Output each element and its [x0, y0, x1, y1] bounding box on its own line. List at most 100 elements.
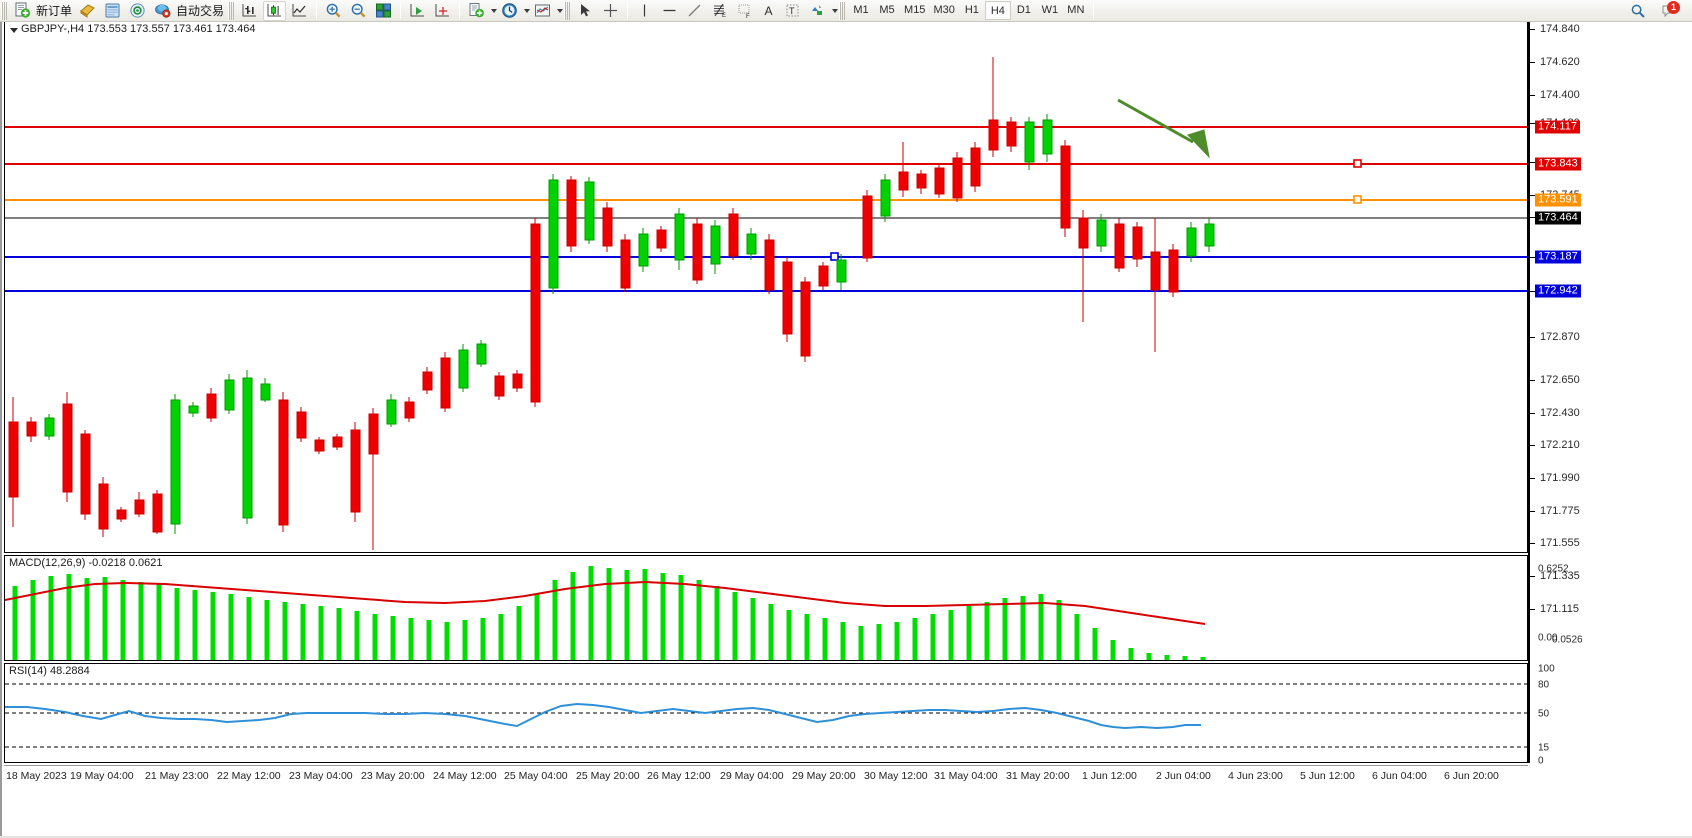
macd-axis-zero: 0.00 [1538, 632, 1558, 644]
zoom-out-icon[interactable] [347, 1, 370, 21]
macd-label: MACD(12,26,9) -0.0218 0.0621 [9, 557, 163, 569]
down-trend-arrow [1117, 98, 1210, 159]
price-tick-14: 171.775 [1540, 505, 1580, 517]
crosshair-icon[interactable] [599, 1, 622, 21]
timeframe-mn[interactable]: MN [1067, 4, 1085, 16]
timeframe-m30[interactable]: M30 [933, 4, 955, 16]
timeframe-h4[interactable]: H4 [984, 1, 1011, 20]
timeframe-h1[interactable]: H1 [964, 4, 979, 16]
trendline-icon[interactable] [683, 1, 706, 21]
period-dropdown-caret-icon[interactable] [524, 8, 531, 13]
candlestick-chart-icon[interactable] [263, 0, 287, 21]
price-tick-11: 172.430 [1540, 407, 1580, 419]
grid-icon[interactable] [431, 1, 454, 21]
timeframe-w1[interactable]: W1 [1041, 4, 1059, 16]
time-tick-17: 4 Jun 23:00 [1228, 770, 1283, 782]
window-bottom-edge [0, 836, 1692, 838]
zoom-in-icon[interactable] [322, 1, 345, 21]
time-tick-6: 24 May 12:00 [433, 770, 497, 782]
price-level-badge-173591[interactable]: 173.591 [1535, 193, 1581, 207]
price-pane[interactable]: GBPJPY-,H4 173.553 173.557 173.461 173.4… [4, 22, 1528, 553]
main-toolbar: 新订单 [0, 0, 1692, 22]
time-tick-2: 21 May 23:00 [145, 770, 209, 782]
timeframe-d1[interactable]: D1 [1016, 4, 1031, 16]
toolbar-grip-2[interactable] [228, 1, 236, 20]
toolbar-grip-3[interactable] [564, 1, 572, 20]
timeframe-m1[interactable]: M1 [853, 4, 869, 16]
price-level-badge-174117[interactable]: 174.117 [1535, 120, 1580, 134]
timeframe-m5[interactable]: M5 [879, 4, 895, 16]
svg-text:E: E [722, 13, 726, 19]
navigator-icon[interactable] [126, 1, 149, 21]
indicators-icon[interactable] [531, 1, 554, 21]
bar-chart-icon[interactable] [238, 1, 261, 21]
tile-windows-icon[interactable] [372, 1, 395, 21]
macd-axis-top: 0.6252 [1538, 563, 1569, 575]
time-tick-4: 23 May 04:00 [289, 770, 353, 782]
time-tick-12: 30 May 12:00 [864, 770, 928, 782]
timeframe-m15[interactable]: M15 [904, 4, 926, 16]
macd-chart-svg [5, 566, 1206, 660]
rsi-axis-15: 15 [1538, 742, 1550, 754]
toolbar-separator-1 [316, 2, 318, 19]
time-tick-16: 2 Jun 04:00 [1156, 770, 1211, 782]
text-label-icon[interactable]: T [781, 1, 804, 21]
expert-advisor-icon[interactable] [76, 1, 99, 21]
fibonacci-icon[interactable]: E [708, 1, 731, 21]
rsi-chart-svg [5, 683, 1527, 748]
time-tick-14: 31 May 20:00 [1006, 770, 1070, 782]
rsi-pane[interactable]: RSI(14) 48.2884 [4, 663, 1528, 763]
templates-dropdown-caret-icon[interactable] [491, 8, 498, 13]
market-watch-icon[interactable] [101, 1, 124, 21]
chart-window[interactable]: GBPJPY-,H4 173.553 173.557 173.461 173.4… [0, 22, 1692, 838]
horizontal-line-icon[interactable] [658, 1, 681, 21]
time-tick-5: 23 May 20:00 [361, 770, 425, 782]
price-tick-12: 172.210 [1540, 439, 1580, 451]
current-price-badge: 173.464 [1535, 211, 1581, 225]
time-tick-3: 22 May 12:00 [217, 770, 281, 782]
toolbar-separator-5 [1092, 2, 1094, 19]
text-icon[interactable]: A [764, 3, 773, 18]
price-level-badge-173187[interactable]: 173.187 [1535, 250, 1581, 264]
alert-icon[interactable]: 1 [1658, 0, 1682, 21]
price-tick-1: 174.620 [1540, 56, 1580, 68]
cursor-icon[interactable] [574, 1, 597, 21]
price-level-badge-172942[interactable]: 172.942 [1535, 284, 1581, 298]
price-tick-10: 172.650 [1540, 374, 1580, 386]
chart-menu-caret-icon[interactable] [10, 28, 18, 33]
toolbar-separator-4 [627, 2, 629, 19]
new-order-label[interactable]: 新订单 [36, 4, 73, 18]
autotrading-icon[interactable] [151, 1, 174, 21]
rsi-level-lines [5, 683, 1527, 748]
candlestick-series [8, 57, 1215, 550]
price-tick-17: 171.115 [1540, 603, 1579, 615]
equidistant-channel-icon[interactable]: F [733, 1, 756, 21]
autotrading-label[interactable]: 自动交易 [176, 4, 225, 18]
time-axis[interactable]: 18 May 2023 19 May 04:00 21 May 23:00 22… [4, 765, 1528, 785]
rsi-label: RSI(14) 48.2884 [9, 665, 90, 677]
vertical-line-icon[interactable] [633, 1, 656, 21]
period-icon[interactable] [498, 1, 521, 21]
shift-end-icon[interactable] [406, 1, 429, 21]
templates-icon[interactable] [465, 1, 488, 21]
shapes-dropdown-caret-icon[interactable] [832, 8, 839, 13]
time-tick-7: 25 May 04:00 [504, 770, 568, 782]
shapes-icon[interactable] [806, 1, 829, 21]
indicators-dropdown-caret-icon[interactable] [557, 8, 564, 13]
macd-pane[interactable]: MACD(12,26,9) -0.0218 0.0621 [4, 555, 1528, 661]
new-order-icon[interactable] [11, 1, 34, 21]
svg-text:F: F [746, 14, 750, 19]
line-chart-icon[interactable] [288, 1, 311, 21]
rsi-axis-100: 100 [1538, 663, 1555, 675]
price-tick-2: 174.400 [1540, 89, 1580, 101]
price-axis[interactable]: 174.840 174.620 174.400 174.180 173.965 … [1528, 22, 1692, 767]
toolbar-grip-4[interactable] [839, 1, 847, 20]
price-level-badge-173843[interactable]: 173.843 [1535, 157, 1581, 171]
toolbar-grip-1[interactable] [1, 1, 8, 20]
time-tick-15: 1 Jun 12:00 [1082, 770, 1137, 782]
time-tick-1: 19 May 04:00 [70, 770, 134, 782]
svg-text:T: T [789, 6, 795, 16]
search-icon[interactable] [1627, 1, 1649, 21]
rsi-axis-80: 80 [1538, 679, 1550, 691]
